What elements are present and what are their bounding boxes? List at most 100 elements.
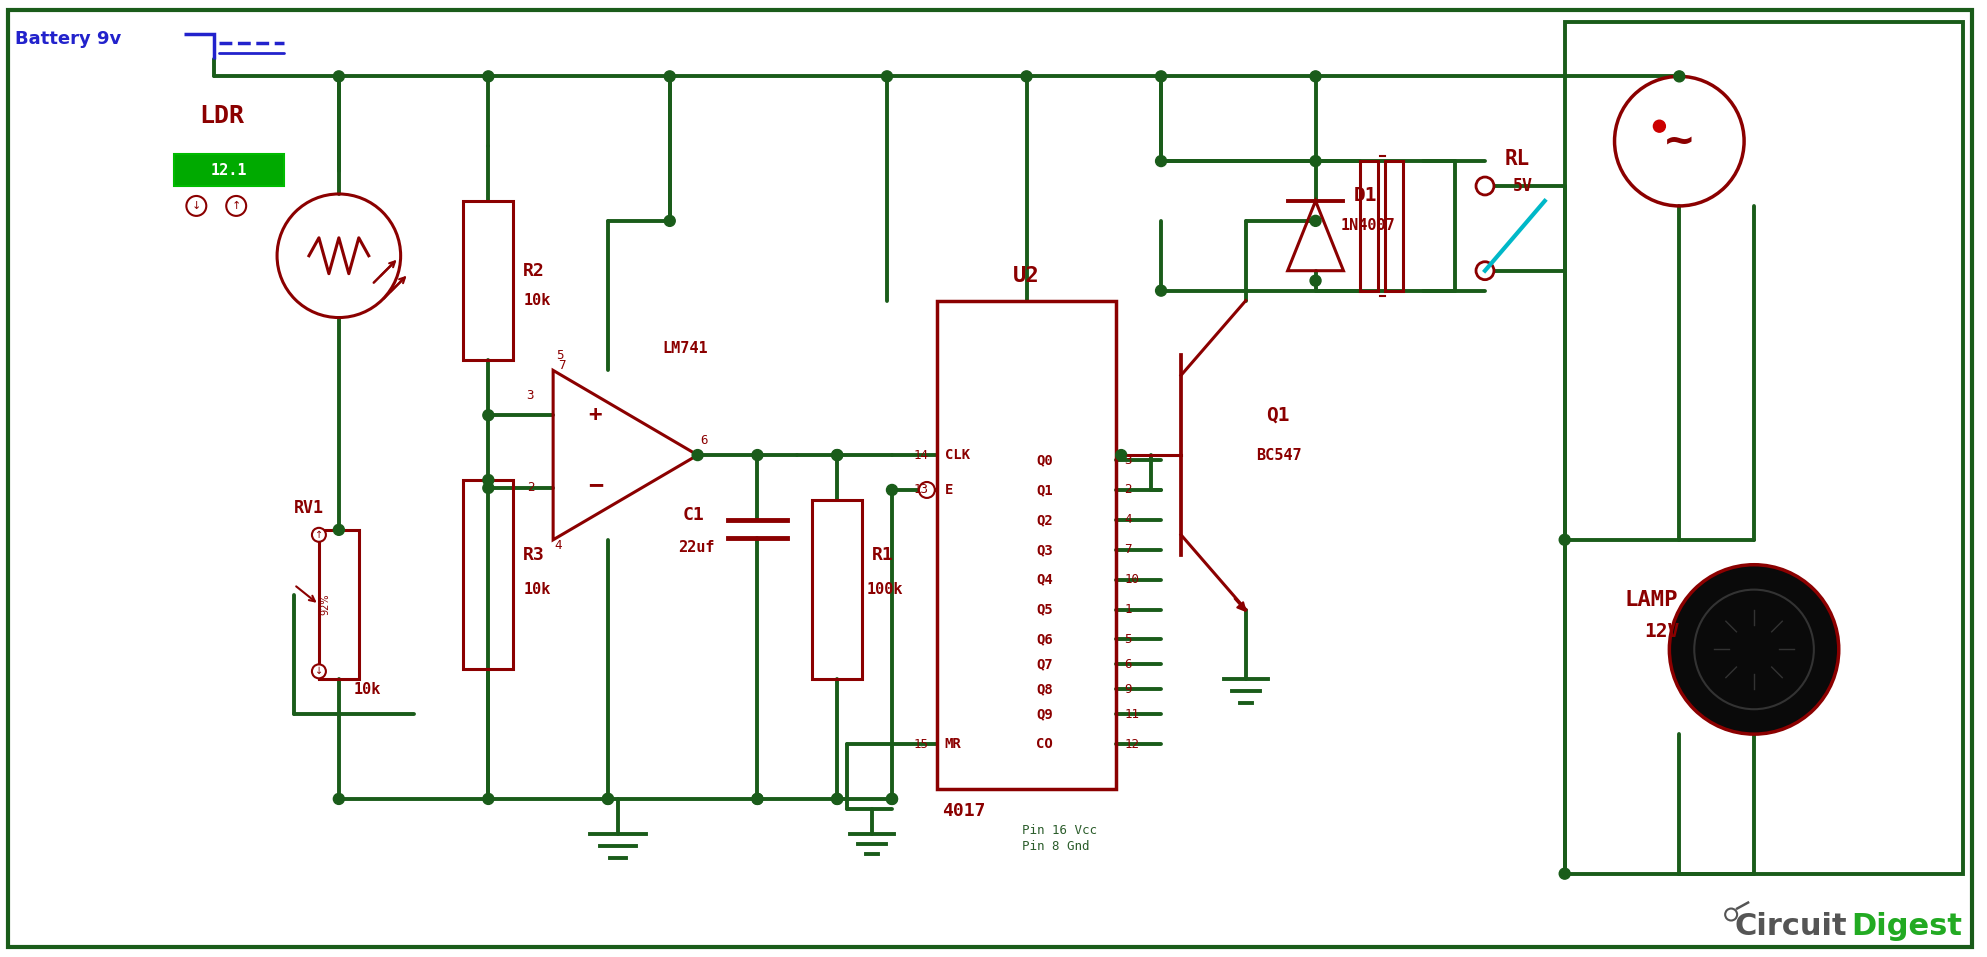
Circle shape (751, 793, 763, 805)
Text: Pin 16 Vcc: Pin 16 Vcc (1021, 824, 1097, 837)
Bar (320, 530, 360, 679)
Circle shape (1309, 156, 1321, 167)
Text: 7: 7 (558, 359, 566, 372)
Text: +: + (588, 405, 602, 425)
Circle shape (751, 793, 763, 805)
Text: 10: 10 (1125, 573, 1139, 586)
Circle shape (886, 793, 898, 805)
Text: RL: RL (1504, 149, 1530, 169)
Text: MR: MR (944, 737, 962, 751)
Text: 5: 5 (1125, 633, 1133, 646)
Circle shape (1560, 868, 1570, 879)
Circle shape (886, 484, 898, 496)
Circle shape (664, 215, 676, 227)
Text: 4017: 4017 (942, 802, 986, 820)
Circle shape (483, 71, 495, 82)
Bar (175, 154, 284, 186)
Circle shape (227, 196, 246, 216)
Text: Battery 9v: Battery 9v (16, 31, 121, 49)
Bar (1361, 161, 1379, 291)
Circle shape (483, 410, 495, 421)
Circle shape (334, 524, 344, 535)
Text: 6: 6 (701, 434, 707, 447)
Circle shape (1476, 261, 1494, 279)
Text: LM741: LM741 (664, 341, 709, 356)
Text: RV1: RV1 (294, 499, 324, 517)
Circle shape (833, 793, 842, 805)
Text: R2: R2 (523, 261, 544, 279)
Text: Q0: Q0 (1037, 453, 1053, 467)
Text: R3: R3 (523, 545, 544, 564)
Bar (813, 500, 862, 679)
Circle shape (833, 450, 842, 460)
Text: Q5: Q5 (1037, 603, 1053, 616)
Circle shape (187, 196, 207, 216)
Circle shape (602, 793, 614, 805)
Text: 4: 4 (1125, 513, 1133, 526)
Bar (936, 300, 1117, 789)
Circle shape (1673, 71, 1685, 82)
Circle shape (1117, 450, 1127, 460)
Text: ↓: ↓ (191, 201, 201, 211)
Text: 4: 4 (554, 540, 562, 552)
Text: LAMP: LAMP (1625, 590, 1677, 610)
Text: Q3: Q3 (1037, 543, 1053, 557)
Text: Q1: Q1 (1037, 483, 1053, 497)
Circle shape (1309, 71, 1321, 82)
Circle shape (1695, 590, 1814, 709)
Circle shape (1021, 71, 1031, 82)
Text: Q7: Q7 (1037, 657, 1053, 672)
Text: ~: ~ (1663, 122, 1695, 160)
Circle shape (1309, 276, 1321, 286)
Text: 2: 2 (1125, 483, 1133, 497)
Text: CO: CO (1037, 737, 1053, 751)
Circle shape (1653, 121, 1665, 132)
Text: 5V: 5V (1512, 177, 1532, 195)
Circle shape (664, 71, 676, 82)
Circle shape (833, 450, 842, 460)
Bar (463, 201, 513, 361)
Text: Circuit: Circuit (1735, 912, 1846, 941)
Text: Q9: Q9 (1037, 707, 1053, 722)
Text: 10k: 10k (523, 582, 550, 597)
Text: U2: U2 (1013, 266, 1039, 286)
Circle shape (886, 793, 898, 805)
Circle shape (833, 793, 842, 805)
Text: LDR: LDR (199, 104, 244, 128)
Text: 12V: 12V (1645, 622, 1679, 641)
Text: 2: 2 (527, 481, 535, 495)
Text: Pin 8 Gnd: Pin 8 Gnd (1021, 840, 1089, 854)
Text: 5: 5 (556, 349, 564, 362)
Text: Q1: Q1 (1266, 406, 1290, 425)
Text: C1: C1 (684, 506, 705, 523)
Text: 1N4007: 1N4007 (1341, 218, 1395, 234)
Circle shape (334, 793, 344, 805)
Bar (1385, 161, 1403, 291)
Text: 9: 9 (1125, 682, 1133, 696)
Text: D1: D1 (1353, 187, 1377, 206)
Circle shape (312, 528, 326, 542)
Circle shape (1156, 285, 1166, 296)
Circle shape (1476, 177, 1494, 195)
Text: ↑: ↑ (314, 530, 324, 540)
Text: 3: 3 (1125, 454, 1133, 467)
Circle shape (751, 450, 763, 460)
Text: ↑: ↑ (232, 201, 240, 211)
Text: Q4: Q4 (1037, 572, 1053, 587)
Circle shape (1309, 215, 1321, 227)
Circle shape (483, 482, 495, 494)
Text: E: E (944, 483, 954, 497)
Text: 3: 3 (527, 389, 535, 402)
Circle shape (1156, 71, 1166, 82)
Bar (463, 480, 513, 669)
Circle shape (312, 664, 326, 679)
Text: BC547: BC547 (1256, 448, 1301, 462)
Text: 100k: 100k (866, 582, 904, 597)
Text: Q2: Q2 (1037, 513, 1053, 527)
Text: Q8: Q8 (1037, 682, 1053, 697)
Circle shape (691, 450, 703, 460)
Circle shape (1725, 908, 1737, 921)
Text: CLK: CLK (944, 448, 970, 462)
Circle shape (882, 71, 892, 82)
Circle shape (1560, 534, 1570, 545)
